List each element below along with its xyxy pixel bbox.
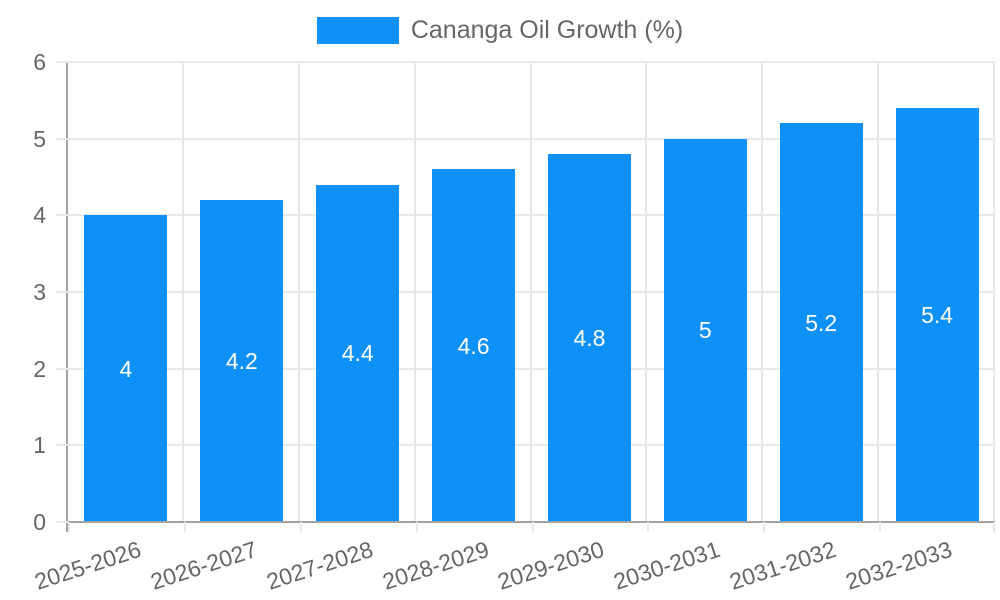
y-tick-mark [56, 521, 68, 523]
legend-item[interactable]: Cananga Oil Growth (%) [0, 0, 1000, 45]
v-gridline [877, 62, 880, 522]
bar-value-label: 4.2 [225, 348, 258, 374]
bar-value-label: 4 [119, 355, 133, 382]
bar [200, 200, 284, 522]
bar [84, 215, 168, 522]
x-tick-mark [68, 522, 70, 532]
v-gridline [761, 62, 764, 522]
y-tick-label: 1 [33, 432, 46, 459]
y-tick-mark [56, 137, 68, 140]
v-gridline [529, 62, 532, 522]
bar-value-label: 4.4 [341, 340, 374, 367]
x-tick-mark [647, 522, 650, 532]
v-gridline [645, 62, 648, 522]
y-tick-label: 3 [33, 279, 46, 305]
y-tick-mark [56, 214, 68, 217]
y-tick-label: 6 [33, 49, 46, 75]
bar-value-label: 5.4 [921, 302, 954, 328]
legend-swatch-icon [316, 17, 399, 44]
y-tick-mark [56, 444, 68, 447]
h-gridline [68, 61, 995, 63]
v-gridline [297, 62, 300, 522]
v-gridline [181, 62, 184, 522]
h-gridline [68, 367, 995, 370]
bar [779, 123, 863, 522]
y-tick-label: 2 [33, 355, 46, 382]
v-gridline [413, 62, 416, 522]
bar-value-label: 4.6 [457, 332, 490, 359]
h-gridline [68, 214, 995, 217]
bar [895, 108, 979, 522]
y-tick-mark [56, 61, 68, 63]
y-tick-label: 0 [33, 509, 46, 535]
v-gridline [993, 62, 995, 522]
x-tick-mark [993, 522, 995, 532]
y-tick-mark [56, 367, 68, 370]
x-tick-mark [183, 522, 186, 532]
bar-value-label: 5.2 [805, 309, 838, 336]
plot-area: 4 4.2 4.4 4.6 4.8 5 5.2 5.4 [68, 61, 995, 522]
bar [663, 138, 747, 522]
bar [316, 184, 400, 522]
h-gridline [68, 444, 995, 447]
bar-value-label: 4.8 [573, 325, 606, 351]
y-axis-line [66, 62, 68, 532]
legend-label: Cananga Oil Growth (%) [410, 16, 684, 44]
bar [432, 169, 516, 522]
x-tick-mark [299, 522, 302, 532]
y-tick-mark [56, 291, 68, 293]
x-tick-mark [879, 522, 882, 532]
h-gridline [68, 137, 995, 140]
x-tick-mark [763, 522, 766, 532]
y-tick-label: 5 [33, 125, 46, 152]
bar [547, 154, 631, 522]
y-tick-label: 4 [33, 202, 46, 229]
x-tick-mark [415, 522, 418, 532]
h-gridline [68, 291, 995, 293]
x-tick-mark [531, 522, 534, 532]
bar-value-label: 5 [698, 317, 712, 344]
